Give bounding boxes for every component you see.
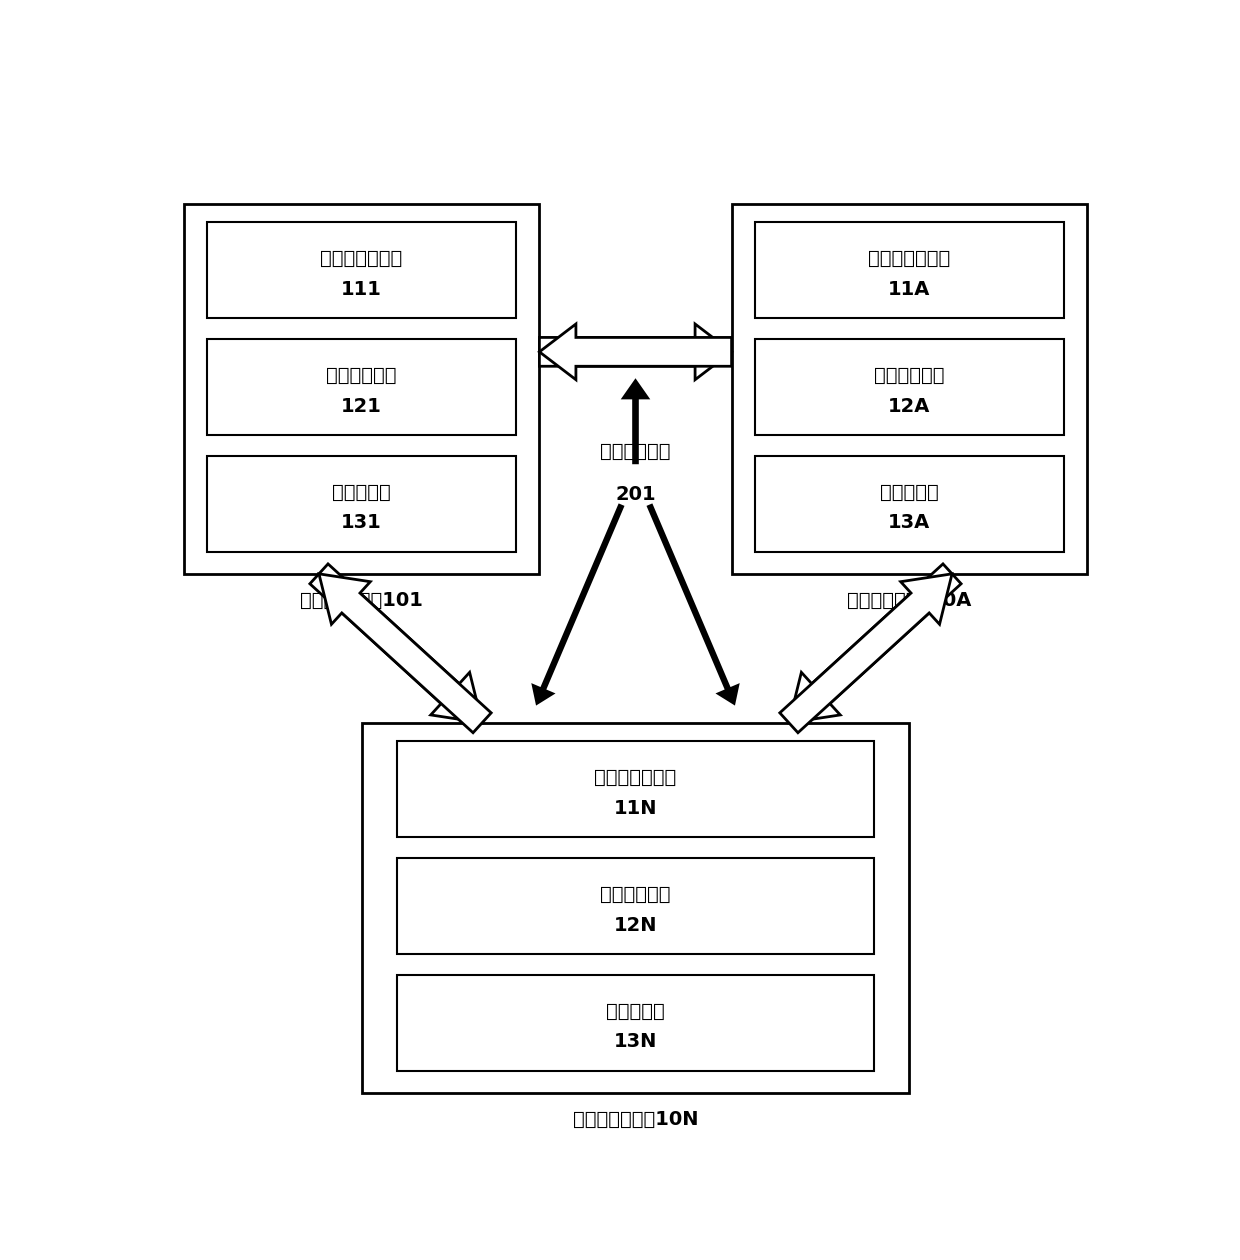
FancyArrow shape	[310, 564, 482, 723]
Bar	[207, 456, 516, 552]
FancyArrow shape	[539, 324, 732, 379]
Text: 作业流调度集群10A: 作业流调度集群10A	[847, 591, 972, 610]
Text: 12A: 12A	[888, 397, 930, 416]
FancyArrow shape	[539, 324, 732, 379]
Bar	[184, 204, 539, 573]
FancyArrow shape	[789, 564, 961, 723]
Text: 作业流编排模块: 作业流编排模块	[320, 249, 403, 268]
Text: 作业流调度集群101: 作业流调度集群101	[300, 591, 423, 610]
Text: 作业流编排模块: 作业流编排模块	[868, 249, 951, 268]
Text: 业务处理模块: 业务处理模块	[874, 367, 945, 386]
Text: 12N: 12N	[614, 916, 657, 935]
Text: 11A: 11A	[888, 280, 930, 299]
Bar	[755, 456, 1064, 552]
Text: 数据联邦通道: 数据联邦通道	[600, 441, 671, 461]
Text: 121: 121	[341, 397, 382, 416]
Bar	[755, 339, 1064, 435]
Text: 131: 131	[341, 514, 382, 533]
Bar	[207, 222, 516, 318]
FancyArrow shape	[319, 573, 491, 733]
Bar	[207, 339, 516, 435]
Text: 本地数据库: 本地数据库	[880, 483, 939, 501]
Bar	[732, 204, 1087, 573]
Text: 11N: 11N	[614, 799, 657, 818]
Text: 111: 111	[341, 280, 382, 299]
Bar	[397, 741, 874, 837]
Text: 业务处理模块: 业务处理模块	[600, 885, 671, 903]
Text: 业务处理模块: 业务处理模块	[326, 367, 397, 386]
FancyArrow shape	[533, 505, 622, 703]
Text: 本地数据库: 本地数据库	[332, 483, 391, 501]
Text: 作业流编排模块: 作业流编排模块	[594, 769, 677, 788]
FancyArrow shape	[624, 381, 647, 462]
FancyArrow shape	[780, 573, 952, 733]
Text: 13N: 13N	[614, 1032, 657, 1051]
Bar	[397, 975, 874, 1071]
FancyArrow shape	[649, 505, 738, 703]
Text: 作业流调度集群10N: 作业流调度集群10N	[573, 1110, 698, 1129]
Bar	[362, 723, 909, 1092]
Text: 13A: 13A	[888, 514, 930, 533]
Bar	[755, 222, 1064, 318]
Text: 本地数据库: 本地数据库	[606, 1002, 665, 1021]
Bar	[397, 858, 874, 954]
Text: 201: 201	[615, 485, 656, 504]
